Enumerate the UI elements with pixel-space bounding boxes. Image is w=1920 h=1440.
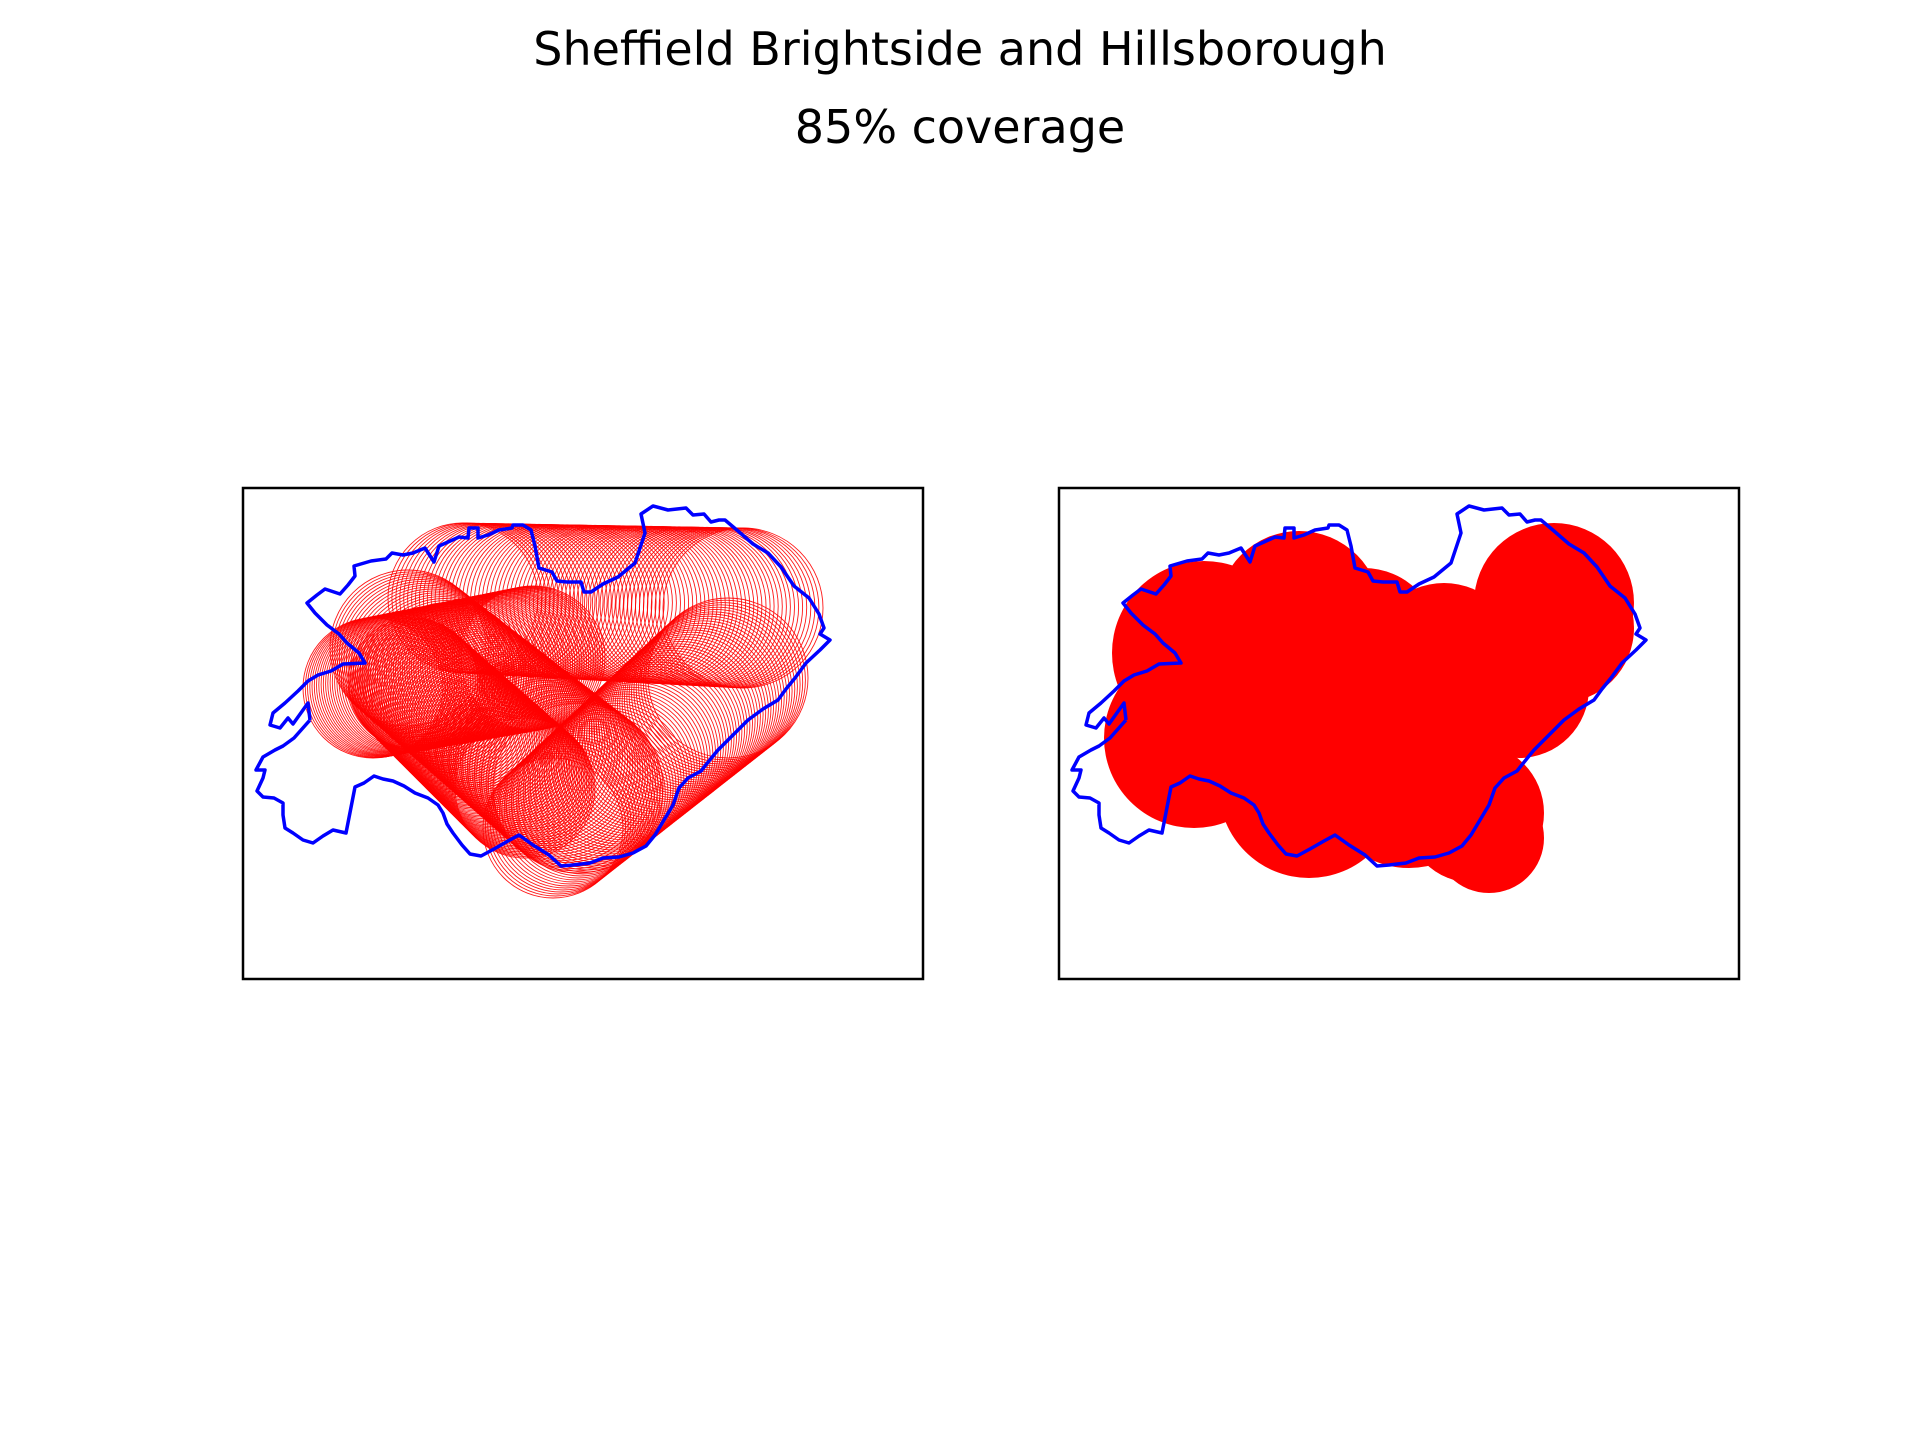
coverage-circle bbox=[600, 643, 756, 799]
coverage-circle bbox=[359, 594, 520, 754]
left-map-plot bbox=[241, 486, 925, 981]
left-map-panel bbox=[241, 486, 925, 981]
coverage-circle bbox=[607, 636, 764, 793]
coverage-circle bbox=[645, 599, 806, 761]
coverage-circle bbox=[583, 659, 738, 813]
coverage-circle bbox=[401, 628, 565, 792]
coverage-circle bbox=[515, 725, 661, 871]
coverage-circle bbox=[638, 606, 798, 767]
coverage-circle bbox=[489, 750, 632, 893]
coverage-circles bbox=[302, 522, 824, 899]
coverage-circle bbox=[357, 592, 517, 752]
coverage-circle bbox=[438, 658, 606, 826]
coverage-circle bbox=[392, 620, 555, 784]
coverage-circle bbox=[609, 634, 767, 791]
coverage-circle bbox=[517, 723, 664, 869]
coverage-circle bbox=[390, 618, 553, 782]
coverage-circle bbox=[492, 702, 664, 874]
coverage-circle bbox=[350, 586, 510, 746]
coverage-circle bbox=[345, 582, 505, 742]
coverage-circle bbox=[647, 597, 809, 759]
coverage-circle bbox=[586, 656, 740, 811]
coverage-fill bbox=[1319, 688, 1499, 868]
axes-frame bbox=[1057, 486, 1741, 981]
coverage-circle bbox=[406, 632, 570, 796]
coverage-circle bbox=[631, 613, 790, 773]
coverage-circle bbox=[352, 588, 512, 748]
coverage-circle bbox=[579, 663, 732, 817]
coverage-circle bbox=[557, 684, 709, 835]
coverage-circle bbox=[432, 653, 598, 819]
coverage-circle bbox=[628, 615, 788, 775]
coverage-circle bbox=[605, 638, 761, 795]
coverage-circle bbox=[362, 596, 522, 756]
coverage-circle bbox=[614, 629, 772, 787]
coverage-circle bbox=[590, 652, 746, 807]
coverage-circle bbox=[626, 618, 785, 777]
coverage-circle bbox=[364, 598, 525, 758]
coverage-circle bbox=[478, 691, 649, 861]
coverage-circle bbox=[574, 668, 727, 821]
coverage-circle bbox=[550, 691, 701, 841]
coverage-circle bbox=[576, 666, 730, 819]
coverage-circle bbox=[522, 718, 669, 865]
coverage-circle bbox=[355, 590, 515, 750]
coverage-circle bbox=[464, 679, 634, 849]
coverage-circle bbox=[524, 716, 672, 863]
coverage-circle bbox=[425, 647, 591, 813]
coverage-circle bbox=[581, 661, 735, 815]
coverage-circle bbox=[623, 620, 783, 779]
coverage-circle bbox=[455, 672, 623, 840]
coverage-circle bbox=[588, 654, 743, 809]
coverage-circle bbox=[640, 604, 801, 765]
coverage-circle bbox=[520, 720, 666, 867]
coverage-circle bbox=[619, 624, 777, 783]
figure-title: Sheffield Brightside and Hillsborough bbox=[533, 22, 1387, 76]
coverage-circle bbox=[404, 630, 568, 794]
coverage-circle bbox=[397, 624, 560, 788]
constituency-boundary bbox=[254, 504, 832, 868]
coverage-circle bbox=[642, 602, 804, 763]
figure-subtitle: 85% coverage bbox=[794, 100, 1126, 154]
coverage-circle bbox=[662, 527, 824, 689]
coverage-circle bbox=[616, 627, 775, 785]
coverage-circle bbox=[399, 626, 563, 790]
coverage-circle bbox=[466, 681, 636, 851]
coverage-circle bbox=[484, 755, 627, 897]
coverage-circle bbox=[462, 677, 631, 847]
coverage-circle bbox=[633, 611, 793, 771]
coverage-circle bbox=[635, 608, 796, 769]
coverage-circle bbox=[487, 752, 629, 895]
coverage-circle bbox=[343, 580, 502, 740]
coverage-fill bbox=[1449, 618, 1589, 758]
coverage-circle bbox=[490, 700, 661, 872]
coverage-circle bbox=[482, 757, 624, 899]
coverage-circle bbox=[436, 656, 603, 824]
right-map-panel bbox=[1057, 486, 1741, 981]
axes-frame bbox=[241, 486, 925, 981]
coverage-circle bbox=[553, 688, 703, 839]
coverage-circle bbox=[427, 649, 593, 815]
coverage-circle bbox=[593, 650, 748, 805]
right-map-plot bbox=[1057, 486, 1741, 981]
coverage-fill bbox=[1289, 568, 1439, 718]
coverage-circle bbox=[602, 640, 759, 797]
coverage-circle bbox=[555, 686, 706, 837]
coverage-circle bbox=[621, 622, 780, 781]
coverage-union bbox=[1104, 523, 1634, 893]
coverage-circle bbox=[394, 622, 558, 786]
coverage-circle bbox=[452, 670, 621, 838]
constituency-boundary bbox=[1070, 504, 1648, 868]
coverage-circle bbox=[612, 631, 769, 789]
